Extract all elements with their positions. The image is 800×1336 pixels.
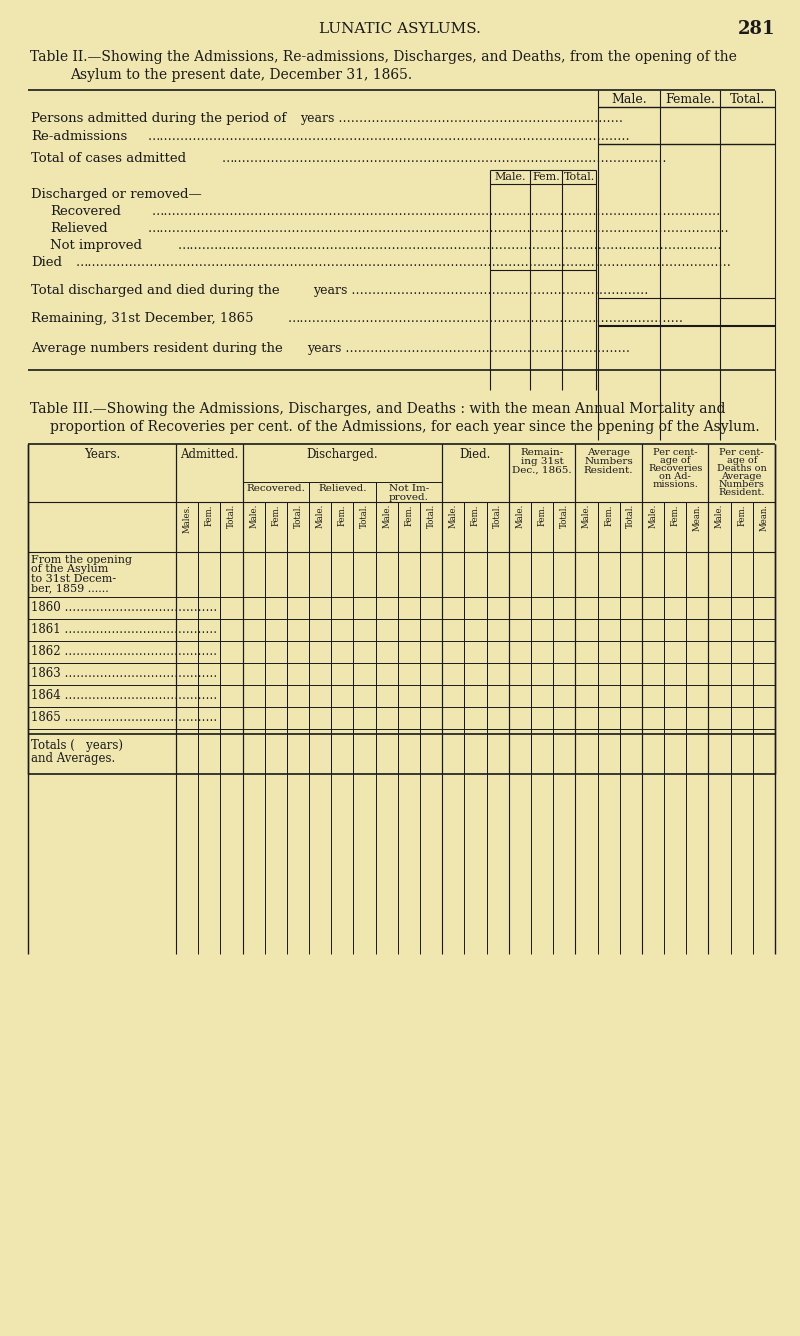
Text: Not improved: Not improved xyxy=(50,239,142,253)
Text: Numbers: Numbers xyxy=(718,480,765,489)
Text: ………………………………………………………………………………………………………: ……………………………………………………………………………………………………… xyxy=(148,130,630,143)
Text: Total.: Total. xyxy=(294,504,302,528)
Text: Male.: Male. xyxy=(449,504,458,528)
Text: Male.: Male. xyxy=(316,504,325,528)
Text: Admitted.: Admitted. xyxy=(180,448,238,461)
Text: Males.: Males. xyxy=(182,504,191,533)
Text: Average: Average xyxy=(722,472,762,481)
Text: Persons admitted during the period of: Persons admitted during the period of xyxy=(31,112,286,126)
Text: Total.: Total. xyxy=(626,504,635,528)
Text: Fem.: Fem. xyxy=(670,504,680,525)
Text: Fem.: Fem. xyxy=(738,504,746,525)
Text: Male.: Male. xyxy=(494,172,526,182)
Text: 1864 …………………………………: 1864 ………………………………… xyxy=(31,689,218,701)
Text: of the Asylum: of the Asylum xyxy=(31,565,108,574)
Text: Table II.—Showing the Admissions, Re-admissions, Discharges, and Deaths, from th: Table II.—Showing the Admissions, Re-adm… xyxy=(30,49,737,64)
Text: Average numbers resident during the: Average numbers resident during the xyxy=(31,342,282,355)
Text: Not Im-: Not Im- xyxy=(389,484,429,493)
Text: Male.: Male. xyxy=(382,504,391,528)
Text: Per cent-: Per cent- xyxy=(719,448,764,457)
Text: ber, 1859 ......: ber, 1859 ...... xyxy=(31,584,109,593)
Text: Fem.: Fem. xyxy=(271,504,280,525)
Text: age of: age of xyxy=(726,456,757,465)
Text: Total of cases admitted: Total of cases admitted xyxy=(31,152,186,166)
Text: Total.: Total. xyxy=(563,172,594,182)
Text: 1865 …………………………………: 1865 ………………………………… xyxy=(31,711,218,724)
Text: Fem.: Fem. xyxy=(471,504,480,525)
Text: Years.: Years. xyxy=(84,448,120,461)
Text: Total.: Total. xyxy=(493,504,502,528)
Text: Relieved.: Relieved. xyxy=(318,484,366,493)
Text: Total discharged and died during the: Total discharged and died during the xyxy=(31,285,280,297)
Text: years ………………………………………………………………: years ……………………………………………………………… xyxy=(313,285,648,297)
Text: to 31st Decem-: to 31st Decem- xyxy=(31,574,116,584)
Text: Per cent-: Per cent- xyxy=(653,448,698,457)
Text: ing 31st: ing 31st xyxy=(521,457,563,466)
Text: Total.: Total. xyxy=(426,504,436,528)
Text: ……………………………………………………………………………………………………………………………: …………………………………………………………………………………………………………… xyxy=(148,222,730,235)
Text: Deaths on: Deaths on xyxy=(717,464,766,473)
Text: ……………………………………………………………………………………………………………………………………………: …………………………………………………………………………………………………………… xyxy=(76,257,732,269)
Text: Discharged.: Discharged. xyxy=(306,448,378,461)
Text: 1860 …………………………………: 1860 ………………………………… xyxy=(31,601,218,615)
Text: Died: Died xyxy=(31,257,62,269)
Text: Male.: Male. xyxy=(715,504,724,528)
Text: Asylum to the present date, December 31, 1865.: Asylum to the present date, December 31,… xyxy=(70,68,412,81)
Text: Died.: Died. xyxy=(460,448,491,461)
Text: Total.: Total. xyxy=(560,504,569,528)
Text: Male.: Male. xyxy=(515,504,524,528)
Text: age of: age of xyxy=(660,456,690,465)
Text: 281: 281 xyxy=(738,20,775,37)
Text: Male.: Male. xyxy=(582,504,591,528)
Text: Dec., 1865.: Dec., 1865. xyxy=(512,466,572,476)
Text: Total.: Total. xyxy=(360,504,369,528)
Text: Mean.: Mean. xyxy=(693,504,702,530)
Text: Remain-: Remain- xyxy=(521,448,564,457)
Text: Fem.: Fem. xyxy=(532,172,560,182)
Text: and Averages.: and Averages. xyxy=(31,752,115,766)
Text: proportion of Recoveries per cent. of the Admissions, for each year since the op: proportion of Recoveries per cent. of th… xyxy=(50,420,760,434)
Text: Average: Average xyxy=(587,448,630,457)
Text: ………………………………………………………………………………………………: ……………………………………………………………………………………………… xyxy=(222,152,667,166)
Text: missions.: missions. xyxy=(652,480,698,489)
Text: 1862 …………………………………: 1862 ………………………………… xyxy=(31,645,217,659)
Text: ……………………………………………………………………………………: …………………………………………………………………………………… xyxy=(288,313,684,325)
Text: Resident.: Resident. xyxy=(718,488,765,497)
Text: 1861 …………………………………: 1861 ………………………………… xyxy=(31,623,217,636)
Text: Resident.: Resident. xyxy=(584,466,634,476)
Text: Fem.: Fem. xyxy=(205,504,214,525)
Text: ……………………………………………………………………………………………………………………: …………………………………………………………………………………………………………… xyxy=(178,239,722,253)
Text: Discharged or removed—: Discharged or removed— xyxy=(31,188,202,200)
Text: proved.: proved. xyxy=(389,493,429,502)
Text: Recoveries: Recoveries xyxy=(648,464,702,473)
Text: Table III.—Showing the Admissions, Discharges, and Deaths : with the mean Annual: Table III.—Showing the Admissions, Disch… xyxy=(30,402,726,415)
Text: years ……………………………………………………………: years …………………………………………………………… xyxy=(300,112,623,126)
Text: Total.: Total. xyxy=(730,94,765,106)
Text: Recovered: Recovered xyxy=(50,204,121,218)
Text: Male.: Male. xyxy=(249,504,258,528)
Text: Female.: Female. xyxy=(665,94,715,106)
Text: Numbers: Numbers xyxy=(584,457,633,466)
Text: From the opening: From the opening xyxy=(31,554,132,565)
Text: Male.: Male. xyxy=(649,504,658,528)
Text: Fem.: Fem. xyxy=(405,504,414,525)
Text: Fem.: Fem. xyxy=(338,504,347,525)
Text: Fem.: Fem. xyxy=(604,504,613,525)
Text: Total.: Total. xyxy=(227,504,236,528)
Text: LUNATIC ASYLUMS.: LUNATIC ASYLUMS. xyxy=(319,21,481,36)
Text: Re-admissions: Re-admissions xyxy=(31,130,127,143)
Text: Recovered.: Recovered. xyxy=(246,484,306,493)
Text: Mean.: Mean. xyxy=(759,504,769,530)
Text: years ……………………………………………………………: years …………………………………………………………… xyxy=(307,342,630,355)
Text: Male.: Male. xyxy=(611,94,647,106)
Text: Remaining, 31st December, 1865: Remaining, 31st December, 1865 xyxy=(31,313,254,325)
Text: Totals (   years): Totals ( years) xyxy=(31,739,123,752)
Text: 1863 …………………………………: 1863 ………………………………… xyxy=(31,667,218,680)
Text: …………………………………………………………………………………………………………………………: …………………………………………………………………………………………………………… xyxy=(152,204,722,218)
Text: on Ad-: on Ad- xyxy=(659,472,691,481)
Text: Fem.: Fem. xyxy=(538,504,546,525)
Text: Relieved: Relieved xyxy=(50,222,108,235)
